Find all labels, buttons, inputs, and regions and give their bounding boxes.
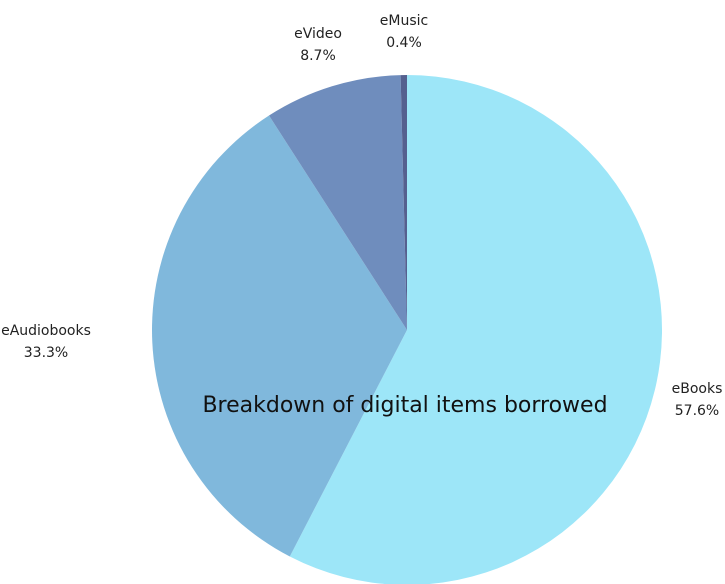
slice-label-evideo: eVideo [294, 26, 342, 42]
slice-label-eaudiobooks: eAudiobooks [1, 323, 91, 339]
slice-value-ebooks: 57.6% [675, 403, 719, 419]
slice-value-eaudiobooks: 33.3% [24, 345, 68, 361]
slice-value-emusic: 0.4% [386, 35, 422, 51]
pie-slice-ebooks [289, 75, 662, 584]
slice-value-evideo: 8.7% [300, 48, 336, 64]
chart-title: Breakdown of digital items borrowed [202, 393, 607, 418]
slice-label-ebooks: eBooks [672, 381, 723, 397]
pie-slice-evideo [269, 75, 407, 330]
pie-labels: eBooks 57.6% eAudiobooks 33.3% eVideo 8.7% eMu… [1, 13, 722, 419]
pie-slices [152, 75, 662, 584]
slice-label-emusic: eMusic [380, 13, 428, 29]
pie-slice-emusic [400, 75, 407, 330]
pie-slice-eaudiobooks [152, 115, 407, 557]
